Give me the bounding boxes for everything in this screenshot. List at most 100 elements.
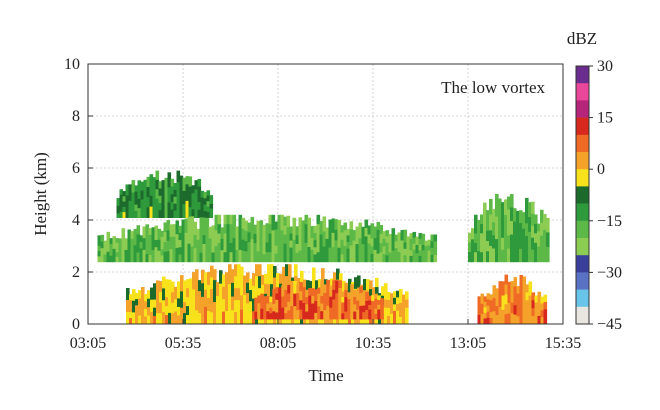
echo-cell [156,291,160,303]
echo-cell [304,214,309,225]
echo-cell [341,307,345,314]
echo-cell [393,291,397,299]
echo-cell [186,306,190,316]
echo-cell [187,243,192,254]
echo-cell [325,238,330,251]
echo-cell [241,228,246,241]
echo-cell [528,246,532,263]
echo-cell [255,288,259,301]
echo-cell [241,250,246,263]
echo-cell [115,238,120,244]
y-tick-label: 6 [72,160,80,177]
echo-cell [164,177,169,192]
echo-cell [246,303,250,315]
echo-cell [370,238,375,247]
echo-cell [118,238,123,247]
echo-cell [210,265,214,278]
echo-cell [510,207,514,222]
echo-cell [326,305,330,320]
colorbar: 30 15 0 −15 −30 −45 [575,58,622,333]
echo-cell [151,238,156,251]
echo-cell [202,252,207,263]
echo-cell [304,252,309,263]
echo-cell [134,185,139,193]
echo-cell [516,244,520,263]
echo-cell [336,268,340,281]
echo-cell [129,312,133,319]
echo-cell [480,252,484,263]
echo-cell [513,221,517,236]
echo-cell [97,256,102,263]
echo-cell [480,223,484,234]
echo-cell [152,209,157,218]
echo-cell [344,304,348,313]
echo-cell [162,312,166,324]
echo-cell [140,208,145,218]
echo-cell [121,250,126,263]
echo-cell [283,225,288,236]
echo-cell [409,250,414,257]
echo-cell [483,241,487,263]
echo-cell [188,186,193,198]
echo-cell [172,236,177,250]
echo-cell [116,201,121,207]
echo-cell [268,242,273,253]
echo-cell [387,315,391,324]
echo-cell [165,315,169,324]
echo-cell [109,255,114,263]
echo-cell [385,242,390,250]
echo-cell [176,170,181,183]
echo-cell [427,239,432,246]
echo-cell [166,220,171,232]
echo-cell [340,225,345,234]
echo-cell [313,247,318,256]
echo-cell [268,233,273,244]
echo-cell [359,305,363,313]
echo-cell [237,300,241,313]
echo-cell [323,293,327,303]
echo-cell [232,226,237,239]
colorbar-title: dBZ [567,29,597,48]
echo-cell [373,226,378,239]
echo-cell [143,192,148,206]
echo-cell [540,310,545,318]
echo-cell [183,302,187,314]
echo-cell [543,309,548,318]
echo-cell [495,239,499,263]
echo-cell [228,264,232,285]
echo-cell [412,243,417,251]
echo-cell [332,299,336,310]
echo-cell [199,235,204,245]
echo-cell [271,230,276,247]
echo-cell [214,246,219,263]
echo-cell [362,292,366,300]
echo-cell [510,313,515,324]
echo-cell [257,295,261,304]
echo-cell [214,214,219,231]
echo-cell [510,234,514,249]
echo-cell [129,318,133,324]
echo-cell [179,175,184,191]
echo-cell [314,312,318,320]
echo-cell [510,302,515,314]
colorbar-tick-label: 15 [597,110,613,127]
echo-cell [430,241,435,249]
echo-cell [486,305,491,313]
echo-cell [153,299,157,309]
echo-cell [119,194,124,202]
echo-cell [149,206,154,218]
plot-frame [87,63,564,325]
echo-cell [519,287,524,301]
echo-cell [190,231,195,248]
echo-cell [498,240,502,263]
echo-cell [235,226,240,239]
echo-cell [175,247,180,263]
echo-cell [537,246,541,255]
colorbar-level [576,83,589,101]
echo-cell [199,252,204,263]
echo-region-core-band [254,279,384,320]
echo-cell [341,313,345,320]
echo-cell [183,313,187,324]
echo-cell [294,264,298,277]
echo-cell [433,248,438,256]
